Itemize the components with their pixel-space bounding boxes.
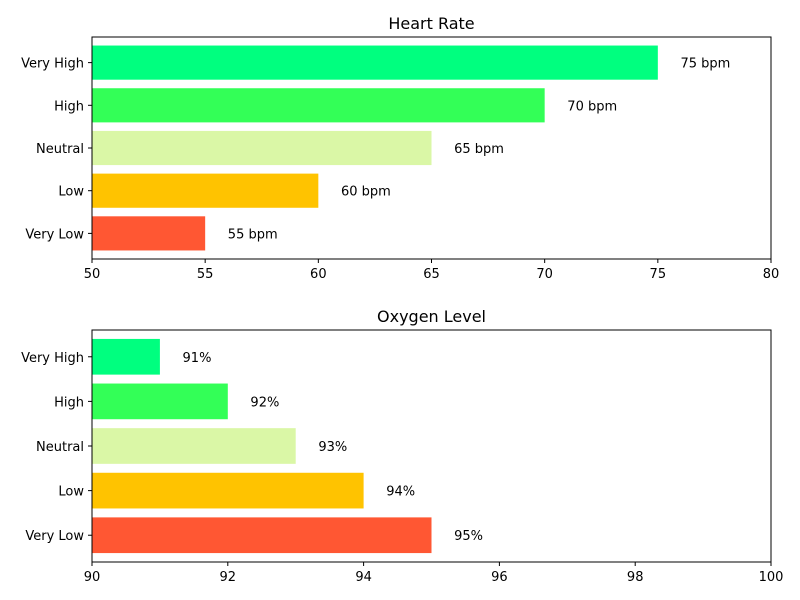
data-label-high: 92%	[250, 395, 279, 410]
x-tick-label-50: 50	[84, 267, 101, 282]
y-tick-label-low: Low	[58, 185, 84, 200]
bar-high	[92, 88, 545, 123]
x-tick-label-70: 70	[536, 267, 553, 282]
y-tick-label-very-low: Very Low	[25, 529, 84, 544]
x-tick-label-98: 98	[627, 570, 644, 585]
data-label-very-high: 91%	[183, 351, 212, 366]
y-tick-label-high: High	[54, 395, 84, 410]
axes-frame	[91, 329, 772, 563]
y-tick-label-very-high: Very High	[21, 351, 84, 366]
bar-very-low	[92, 216, 206, 251]
bar-neutral	[92, 130, 432, 166]
y-tick-label-very-low: Very Low	[25, 227, 84, 242]
x-tick-label-60: 60	[310, 267, 327, 282]
oxygen-level-panel: Oxygen Level 95% Very Low 94% Low 93% Neutral 9…	[21, 307, 783, 585]
y-tick-label-neutral: Neutral	[36, 440, 84, 455]
heart-rate-panel: Heart Rate 55 bpm Very Low 60 bpm Low 65 bpm N…	[21, 14, 779, 282]
x-tick-label-92: 92	[220, 570, 237, 585]
data-label-very-low: 55 bpm	[228, 227, 278, 242]
data-label-low: 94%	[386, 485, 415, 500]
chart-title: Oxygen Level	[377, 307, 486, 326]
data-label-high: 70 bpm	[567, 99, 617, 114]
axes-frame	[91, 36, 772, 260]
data-label-very-high: 75 bpm	[680, 57, 730, 72]
x-tick-label-55: 55	[197, 267, 214, 282]
bar-neutral	[92, 428, 296, 464]
x-tick-label-75: 75	[650, 267, 667, 282]
x-tick-label-96: 96	[491, 570, 508, 585]
data-label-neutral: 93%	[318, 440, 347, 455]
y-tick-label-low: Low	[58, 485, 84, 500]
bar-very-high	[92, 45, 658, 80]
x-tick-label-65: 65	[423, 267, 440, 282]
bar-very-low	[92, 517, 432, 554]
bar-high	[92, 383, 228, 420]
x-tick-label-90: 90	[84, 570, 101, 585]
bar-low	[92, 173, 319, 208]
data-label-neutral: 65 bpm	[454, 142, 504, 157]
y-tick-label-very-high: Very High	[21, 57, 84, 72]
y-tick-label-high: High	[54, 99, 84, 114]
x-tick-label-80: 80	[763, 267, 780, 282]
x-tick-label-94: 94	[355, 570, 372, 585]
bar-very-high	[92, 338, 160, 375]
chart-title: Heart Rate	[388, 14, 474, 33]
bar-low	[92, 472, 364, 509]
y-tick-label-neutral: Neutral	[36, 142, 84, 157]
data-label-low: 60 bpm	[341, 185, 391, 200]
x-tick-label-100: 100	[759, 570, 784, 585]
data-label-very-low: 95%	[454, 529, 483, 544]
